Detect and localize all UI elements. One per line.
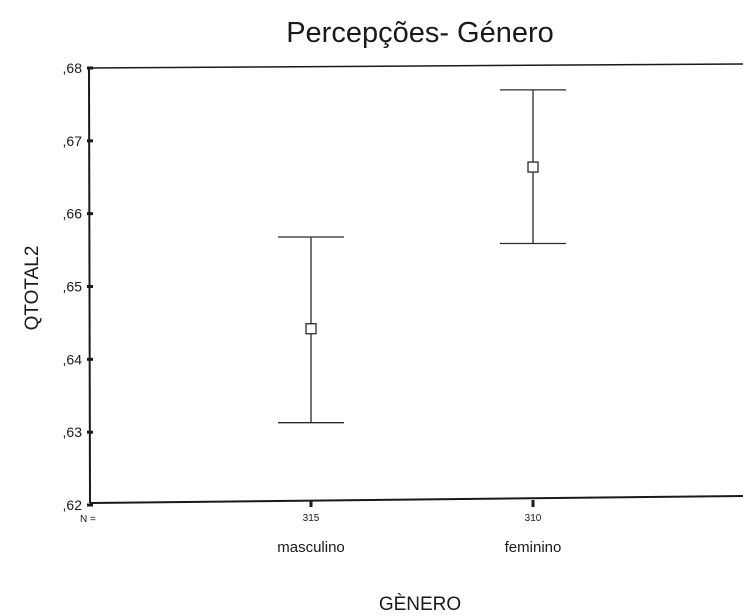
y-axis-label: QTOTAL2 bbox=[22, 246, 43, 331]
x-axis-label: GÈNERO bbox=[379, 594, 461, 615]
category-label: masculino bbox=[277, 539, 345, 556]
mean-marker bbox=[305, 323, 317, 335]
y-tick-label: ,66 bbox=[63, 206, 83, 222]
plot-frame-top bbox=[88, 63, 743, 69]
x-categories: 315 masculino 310 feminino bbox=[277, 500, 561, 556]
y-tick-label: ,64 bbox=[63, 351, 83, 367]
n-count-label: 315 bbox=[303, 513, 320, 524]
y-ticks: ,62 ,63 ,64 ,65 ,66 ,67 ,68 bbox=[63, 60, 93, 513]
y-tick-label: ,67 bbox=[63, 133, 83, 149]
n-label: N = bbox=[80, 514, 96, 525]
y-tick-label: ,63 bbox=[63, 424, 83, 440]
n-count-label: 310 bbox=[525, 513, 542, 524]
error-bars bbox=[278, 89, 566, 424]
mean-marker bbox=[527, 161, 539, 173]
x-axis-line bbox=[89, 495, 743, 504]
y-tick-label: ,62 bbox=[63, 497, 83, 513]
y-tick-label: ,68 bbox=[63, 60, 83, 76]
category-label: feminino bbox=[505, 539, 562, 556]
y-tick-label: ,65 bbox=[63, 279, 83, 295]
chart-title: Percepções- Género bbox=[286, 17, 554, 49]
